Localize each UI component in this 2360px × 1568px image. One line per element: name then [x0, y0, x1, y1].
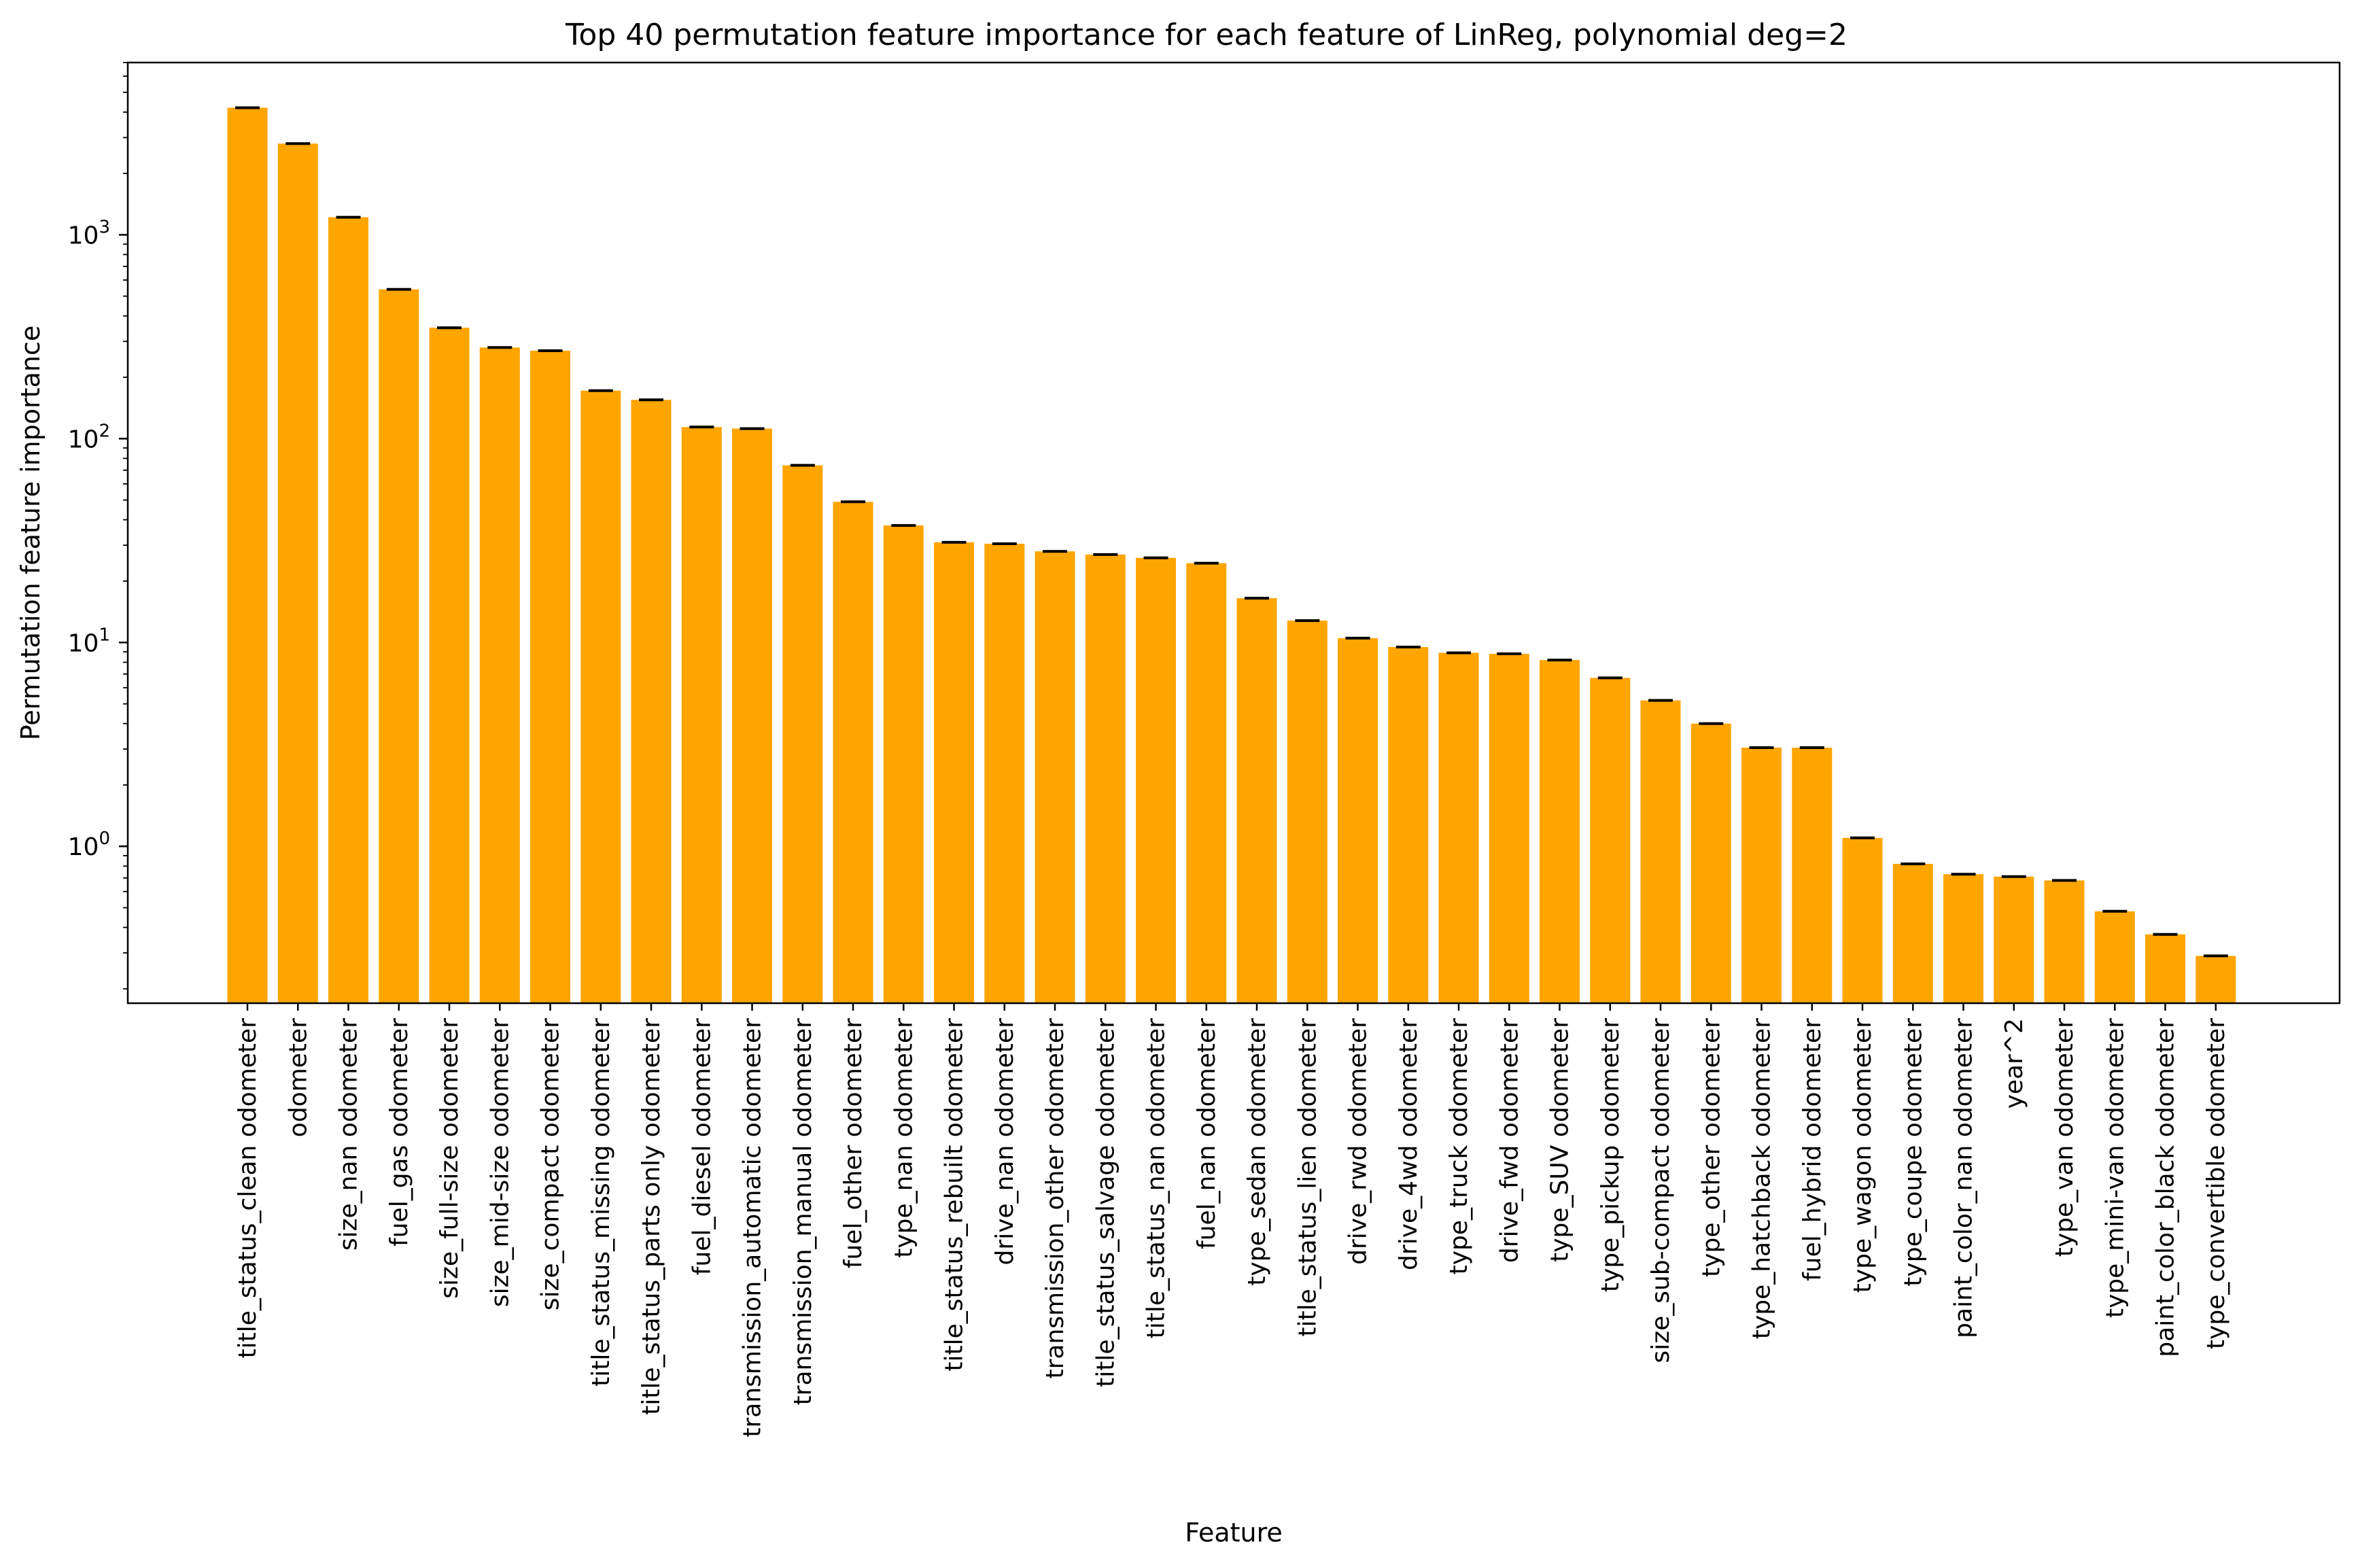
bar	[934, 542, 974, 1003]
chart-title: Top 40 permutation feature importance fo…	[565, 18, 1847, 52]
x-tick-label: size_compact odometer	[537, 1018, 565, 1310]
bar	[833, 502, 873, 1003]
x-tick-label: fuel_other odometer	[839, 1018, 867, 1268]
bar	[1338, 638, 1378, 1003]
x-tick-label: transmission_automatic odometer	[739, 1018, 767, 1438]
x-tick-label: drive_fwd odometer	[1495, 1018, 1523, 1263]
bar	[1035, 551, 1075, 1003]
x-tick-label: type_hatchback odometer	[1748, 1018, 1776, 1339]
bar	[1943, 874, 1983, 1003]
x-tick-label: transmission_other odometer	[1041, 1018, 1069, 1379]
bar	[631, 400, 672, 1003]
x-tick-label: paint_color_black odometer	[2152, 1018, 2180, 1357]
bar	[1590, 678, 1631, 1003]
bar	[1438, 652, 1479, 1003]
x-tick-label: size_mid-size odometer	[486, 1018, 514, 1307]
x-tick-label: type_wagon odometer	[1849, 1018, 1877, 1293]
bar	[1136, 557, 1176, 1003]
bar	[1287, 621, 1328, 1003]
bar	[479, 347, 520, 1003]
bar	[883, 525, 924, 1003]
x-tick-label: year^2	[2000, 1018, 2028, 1109]
x-tick-label: type_mini-van odometer	[2101, 1018, 2129, 1318]
bar	[782, 465, 823, 1003]
y-axis-ticks: 100 101 102 103	[68, 62, 128, 990]
bar	[580, 390, 621, 1003]
bar	[1489, 653, 1529, 1003]
x-tick-label: title_status_lien odometer	[1294, 1018, 1321, 1337]
bar	[1690, 723, 1731, 1003]
y-tick-label: 100	[68, 829, 110, 861]
bar	[1792, 748, 1833, 1003]
x-tick-label: drive_nan odometer	[991, 1018, 1019, 1266]
bar	[984, 544, 1025, 1003]
bar	[2196, 956, 2236, 1003]
x-tick-label: type_SUV odometer	[1546, 1018, 1574, 1262]
x-tick-label: size_nan odometer	[335, 1018, 363, 1251]
bar	[732, 428, 772, 1003]
x-tick-label: type_nan odometer	[890, 1018, 918, 1258]
y-tick-label: 103	[68, 217, 110, 250]
x-axis-ticks: title_status_clean odometer odometer size_…	[234, 1003, 2230, 1438]
bar	[429, 328, 470, 1003]
bar	[2145, 934, 2185, 1003]
x-tick-label: type_truck odometer	[1445, 1018, 1473, 1275]
bar	[1640, 700, 1681, 1003]
x-tick-label: size_full-size odometer	[436, 1018, 464, 1299]
bar	[1236, 598, 1277, 1003]
y-axis-label: Permutation feature importance	[16, 326, 46, 740]
x-tick-label: paint_color_nan odometer	[1950, 1018, 1978, 1338]
bar	[1892, 864, 1933, 1003]
x-tick-label: type_coupe odometer	[1899, 1018, 1927, 1287]
x-tick-label: title_status_parts only odometer	[638, 1018, 665, 1415]
x-tick-label: title_status_missing odometer	[587, 1018, 615, 1387]
x-tick-label: fuel_gas odometer	[385, 1018, 413, 1247]
bar	[328, 217, 368, 1004]
x-tick-label: title_status_nan odometer	[1143, 1018, 1170, 1339]
x-tick-label: drive_rwd odometer	[1344, 1018, 1372, 1265]
bars	[227, 107, 2236, 1004]
bar	[1994, 876, 2034, 1003]
bar	[1388, 647, 1429, 1003]
bar	[2094, 911, 2135, 1003]
bar	[277, 143, 318, 1003]
bar	[530, 351, 570, 1003]
error-bars	[235, 106, 2228, 958]
x-tick-label: type_other odometer	[1697, 1018, 1725, 1277]
x-tick-label: transmission_manual odometer	[789, 1018, 817, 1406]
plot-frame	[126, 61, 2341, 1005]
bar	[2044, 880, 2085, 1003]
x-tick-label: fuel_hybrid odometer	[1799, 1018, 1826, 1281]
bar	[227, 107, 268, 1003]
bar	[1540, 660, 1580, 1003]
bar	[1741, 748, 1782, 1003]
x-tick-label: odometer	[284, 1018, 312, 1137]
x-tick-label: drive_4wd odometer	[1395, 1018, 1423, 1270]
x-tick-label: title_status_rebuilt odometer	[941, 1018, 969, 1372]
y-tick-label: 101	[68, 625, 110, 657]
x-axis-label: Feature	[1185, 1518, 1283, 1548]
x-tick-label: type_van odometer	[2051, 1018, 2079, 1257]
x-tick-label: size_sub-compact odometer	[1647, 1018, 1675, 1363]
x-tick-label: fuel_nan odometer	[1193, 1018, 1221, 1249]
x-tick-label: fuel_diesel odometer	[688, 1018, 716, 1275]
bar	[1842, 837, 1883, 1003]
x-tick-label: title_status_salvage odometer	[1092, 1018, 1120, 1387]
bar	[379, 289, 419, 1004]
bar	[681, 427, 722, 1003]
x-tick-label: title_status_clean odometer	[234, 1018, 262, 1359]
x-tick-label: type_pickup odometer	[1597, 1018, 1625, 1292]
bar	[1085, 554, 1126, 1003]
y-tick-label: 102	[68, 421, 110, 453]
bar	[1186, 563, 1227, 1003]
x-tick-label: type_convertible odometer	[2202, 1018, 2230, 1349]
x-tick-label: type_sedan odometer	[1243, 1018, 1271, 1286]
